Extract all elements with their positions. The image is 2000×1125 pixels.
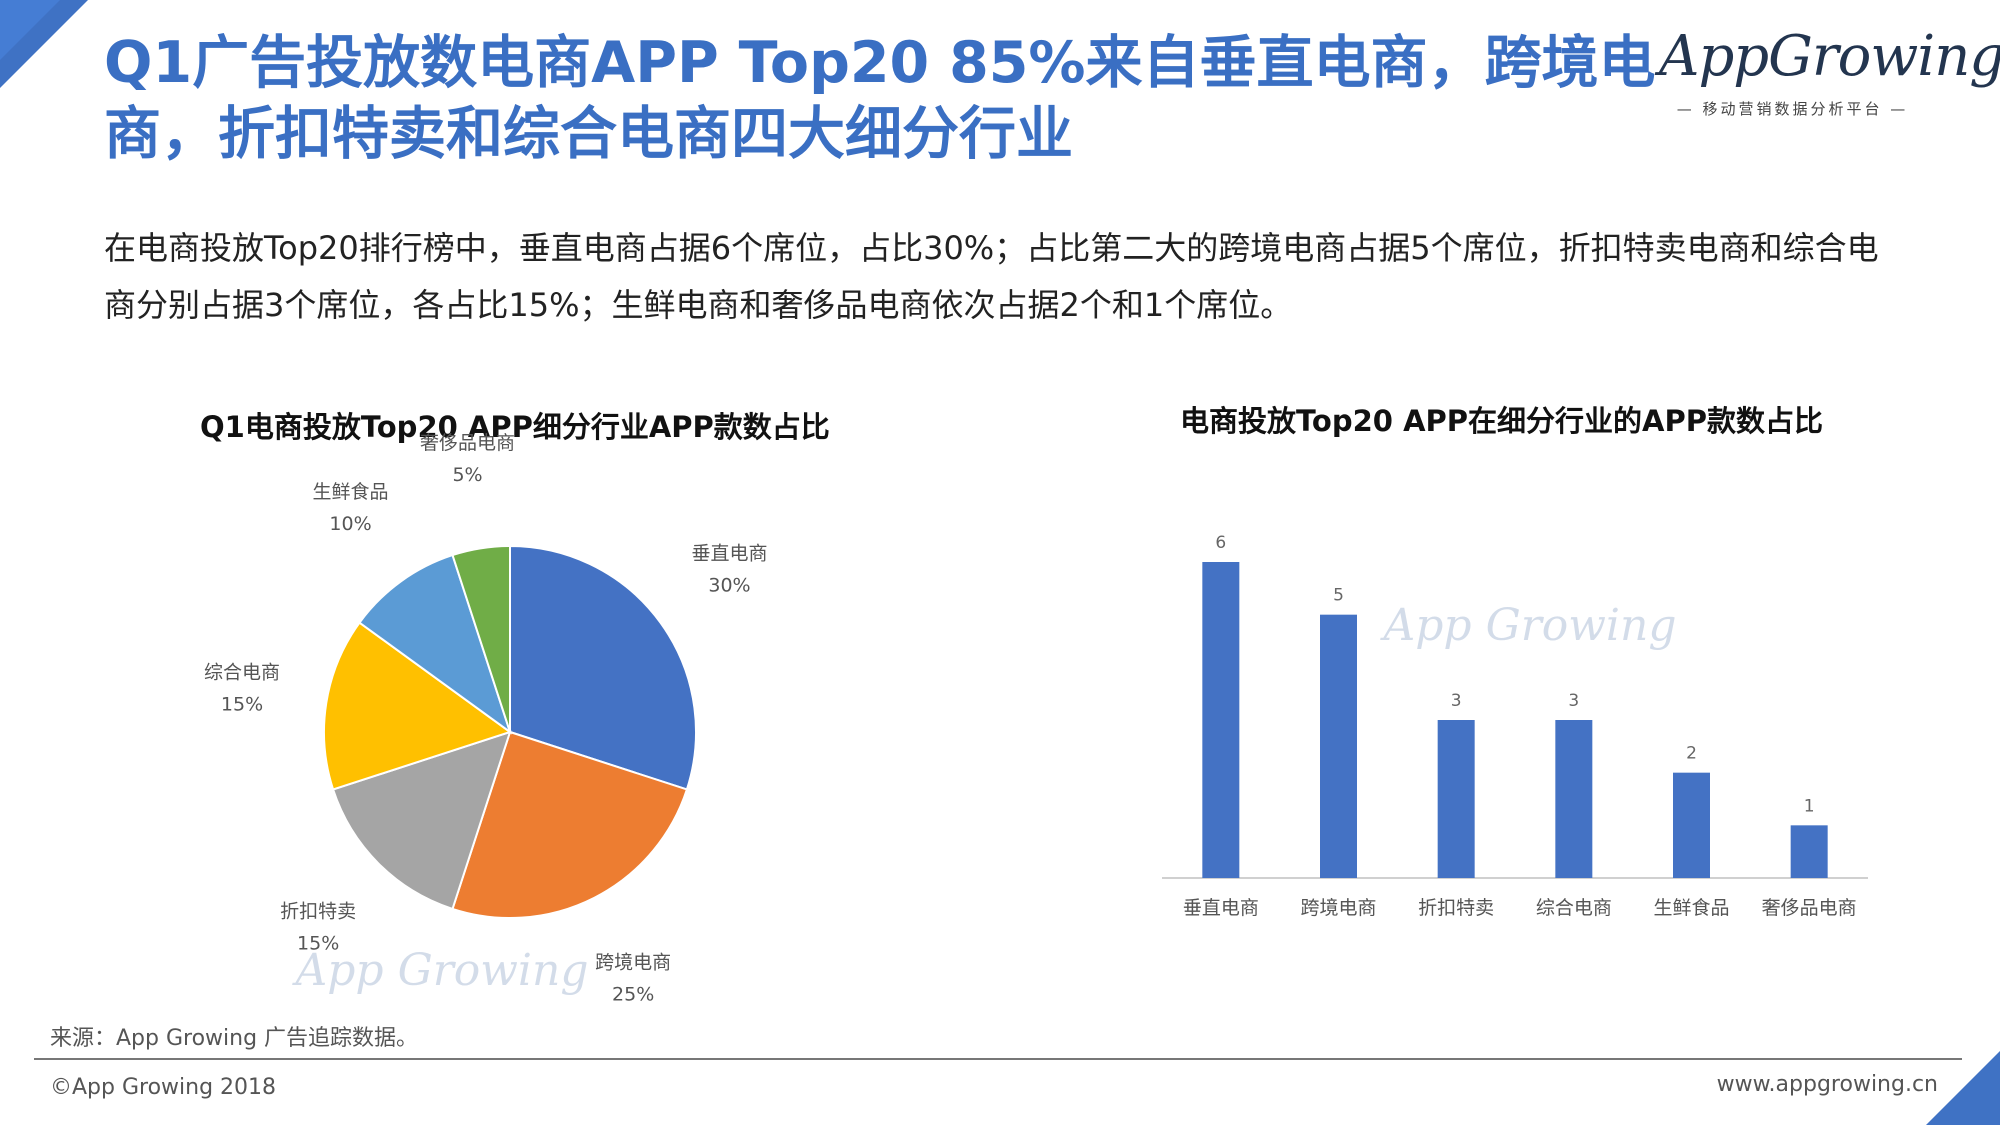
pie-slice-1 (509, 544, 697, 791)
pie-slice-6 (451, 544, 511, 733)
bar-chart-title: 电商投放Top20 APP在细分行业的APP款数占比 (1180, 404, 1823, 438)
pie-slice-percent: 25% (612, 983, 654, 1005)
page-title: Q1广告投放数电商APP Top20 85%来自垂直电商，跨境电商，折扣特卖和综… (104, 30, 1656, 167)
pie-chart-title: Q1电商投放Top20 APP细分行业APP款数占比 (200, 410, 830, 444)
bar-2 (1320, 614, 1357, 878)
pie-slice-3 (331, 730, 512, 911)
bar-data-label: 5 (1333, 586, 1344, 606)
pie-slice-4 (323, 621, 513, 791)
pie-slice-2 (451, 730, 689, 919)
corner-decoration-top-left-inner (0, 0, 60, 60)
bar-category-label: 综合电商 (1536, 897, 1612, 919)
copyright: ©App Growing 2018 (50, 1075, 277, 1100)
bar-data-label: 1 (1804, 796, 1815, 816)
source-note: 来源：App Growing 广告追踪数据。 (50, 1026, 419, 1051)
pie-slice-percent: 15% (221, 694, 263, 716)
bar-watermark: App Growing (1379, 600, 1676, 651)
pie-watermark: App Growing (291, 945, 588, 996)
pie-slice-label: 跨境电商 (595, 951, 671, 973)
bar-category-label: 奢侈品电商 (1762, 897, 1857, 919)
bar-4 (1555, 720, 1593, 878)
bar-data-label: 3 (1451, 691, 1462, 711)
pie-slice-label: 奢侈品电商 (420, 432, 515, 454)
logo-subtitle: — 移动营销数据分析平台 — (1676, 100, 1909, 118)
pie-slice-label: 综合电商 (204, 662, 280, 684)
pie-slice-label: 折扣特卖 (280, 901, 356, 923)
intro-paragraph: 在电商投放Top20排行榜中，垂直电商占据6个席位，占比30%；占比第二大的跨境… (104, 229, 1879, 324)
footer-divider (34, 1058, 1962, 1060)
bar-category-label: 折扣特卖 (1418, 897, 1494, 919)
pie-chart: 垂直电商 30% 跨境电商 25% 折扣特卖 15% 综合电商 15% 生鲜食品 10% 奢侈品电商… (204, 432, 767, 1006)
bar-5 (1673, 772, 1710, 878)
corner-decoration-bottom-right (1926, 1051, 2000, 1125)
bar-1 (1202, 562, 1240, 878)
bar-category-label: 跨境电商 (1300, 897, 1376, 919)
brand-logo: AppGrowing — 移动营销数据分析平台 — (1655, 24, 2000, 124)
bar-data-label: 2 (1686, 744, 1697, 764)
pie-slice-5 (358, 553, 512, 735)
pie-slice-percent: 5% (452, 464, 482, 486)
bar-6 (1790, 825, 1828, 878)
website-link[interactable]: www.appgrowing.cn (1716, 1072, 1938, 1097)
bar-3 (1437, 720, 1475, 878)
bar-data-label: 3 (1568, 691, 1579, 711)
bar-category-label: 生鲜食品 (1653, 897, 1729, 919)
pie-slice-percent: 15% (297, 933, 339, 955)
pie-slice-label: 垂直电商 (691, 542, 767, 564)
logo-wordmark: AppGrowing (1659, 24, 2000, 89)
bar-category-label: 垂直电商 (1183, 897, 1259, 919)
bar-data-label: 6 (1215, 533, 1226, 553)
pie-slice-label: 生鲜食品 (313, 481, 389, 503)
pie-slice-percent: 10% (329, 513, 371, 535)
pie-slice-percent: 30% (708, 574, 750, 596)
